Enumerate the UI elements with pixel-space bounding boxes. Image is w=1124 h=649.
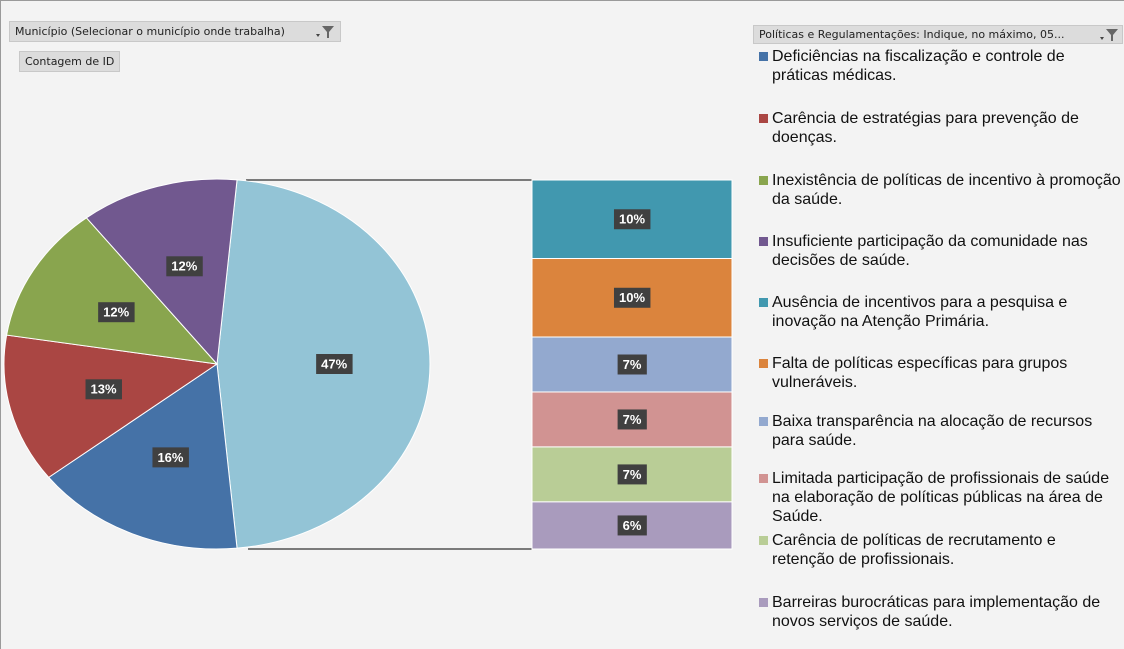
filter-icon bbox=[1100, 29, 1118, 41]
pie-slice bbox=[47, 363, 238, 550]
legend-field-label: Políticas e Regulamentações: Indique, no… bbox=[759, 28, 1065, 41]
data-label: 47% bbox=[316, 354, 353, 374]
measure-label: Contagem de ID bbox=[25, 55, 115, 68]
data-label-text: 47% bbox=[321, 356, 347, 371]
legend-label: Deficiências na fiscalização e controle … bbox=[772, 48, 1065, 84]
data-label-box bbox=[613, 287, 651, 308]
data-label-box bbox=[85, 379, 122, 400]
legend-swatch bbox=[759, 536, 768, 545]
data-label-box bbox=[98, 302, 135, 323]
field-button[interactable]: Município (Selecionar o município onde t… bbox=[9, 21, 341, 42]
data-label-box bbox=[166, 256, 203, 277]
legend-item: Falta de políticas específicas para grup… bbox=[759, 354, 1121, 392]
data-label: 7% bbox=[617, 409, 647, 430]
field-label: Município (Selecionar o município onde t… bbox=[15, 25, 285, 38]
legend-swatch bbox=[759, 114, 768, 123]
data-label: 10% bbox=[613, 287, 651, 308]
legend-label: Insuficiente participação da comunidade … bbox=[772, 233, 1088, 269]
data-label: 7% bbox=[617, 464, 647, 485]
legend-field-button[interactable]: Políticas e Regulamentações: Indique, no… bbox=[753, 25, 1123, 44]
data-label: 16% bbox=[152, 447, 189, 468]
data-label: 10% bbox=[613, 209, 651, 230]
legend-item: Barreiras burocráticas para implementaçã… bbox=[759, 593, 1121, 631]
legend-label: Falta de políticas específicas para grup… bbox=[772, 355, 1068, 391]
legend-item: Deficiências na fiscalização e controle … bbox=[759, 47, 1121, 85]
data-label-text: 10% bbox=[619, 212, 645, 227]
data-label-box bbox=[617, 464, 647, 485]
pie-slice bbox=[3, 334, 219, 479]
legend-item: Ausência de incentivos para a pesquisa e… bbox=[759, 293, 1121, 331]
pie-slice bbox=[6, 217, 219, 365]
legend-item: Carência de políticas de recrutamento e … bbox=[759, 531, 1121, 569]
legend-label: Ausência de incentivos para a pesquisa e… bbox=[772, 294, 1068, 330]
legend-swatch bbox=[759, 52, 768, 61]
data-label-text: 16% bbox=[157, 450, 183, 465]
data-label-box bbox=[617, 515, 647, 536]
data-label: 13% bbox=[85, 379, 122, 400]
filter-icon bbox=[316, 26, 334, 38]
legend-swatch bbox=[759, 298, 768, 307]
legend-label: Baixa transparência na alocação de recur… bbox=[772, 413, 1093, 449]
legend-label: Carência de estratégias para prevenção d… bbox=[772, 110, 1079, 146]
legend-label: Barreiras burocráticas para implementaçã… bbox=[772, 594, 1101, 630]
legend-swatch bbox=[759, 417, 768, 426]
measure-button[interactable]: Contagem de ID bbox=[19, 51, 121, 72]
data-label-text: 6% bbox=[623, 518, 642, 533]
legend-item: Carência de estratégias para prevenção d… bbox=[759, 109, 1121, 147]
legend-swatch bbox=[759, 359, 768, 368]
legend-item: Inexistência de políticas de incentivo à… bbox=[759, 171, 1121, 209]
data-label-text: 12% bbox=[171, 259, 197, 274]
plot-area: 47% 16% 13% 12% 12% 10% 10% 7% 7% 7% 6% bbox=[3, 178, 733, 550]
data-label-box bbox=[617, 354, 647, 375]
legend-swatch bbox=[759, 176, 768, 185]
data-label-text: 7% bbox=[623, 467, 642, 482]
pie-slice bbox=[85, 178, 238, 366]
data-label: 12% bbox=[98, 302, 135, 323]
legend-swatch bbox=[759, 598, 768, 607]
legend-swatch bbox=[759, 237, 768, 246]
data-label-text: 7% bbox=[623, 412, 642, 427]
legend-label: Inexistência de políticas de incentivo à… bbox=[772, 172, 1121, 208]
legend-label: Limitada participação de profissionais d… bbox=[772, 470, 1110, 525]
data-label-box bbox=[617, 409, 647, 430]
data-label: 12% bbox=[166, 256, 203, 277]
legend-item: Insuficiente participação da comunidade … bbox=[759, 232, 1121, 270]
data-label-box bbox=[152, 447, 189, 468]
data-label-text: 7% bbox=[623, 357, 642, 372]
data-label: 7% bbox=[617, 354, 647, 375]
legend-label: Carência de políticas de recrutamento e … bbox=[772, 532, 1056, 568]
data-label: 6% bbox=[617, 515, 647, 536]
legend-swatch bbox=[759, 474, 768, 483]
legend-item: Limitada participação de profissionais d… bbox=[759, 469, 1121, 526]
data-label-text: 12% bbox=[103, 305, 129, 320]
data-label-box bbox=[316, 354, 353, 374]
legend-item: Baixa transparência na alocação de recur… bbox=[759, 412, 1121, 450]
data-label-box bbox=[613, 209, 651, 230]
data-label-text: 13% bbox=[91, 382, 117, 397]
data-label-text: 10% bbox=[619, 290, 645, 305]
